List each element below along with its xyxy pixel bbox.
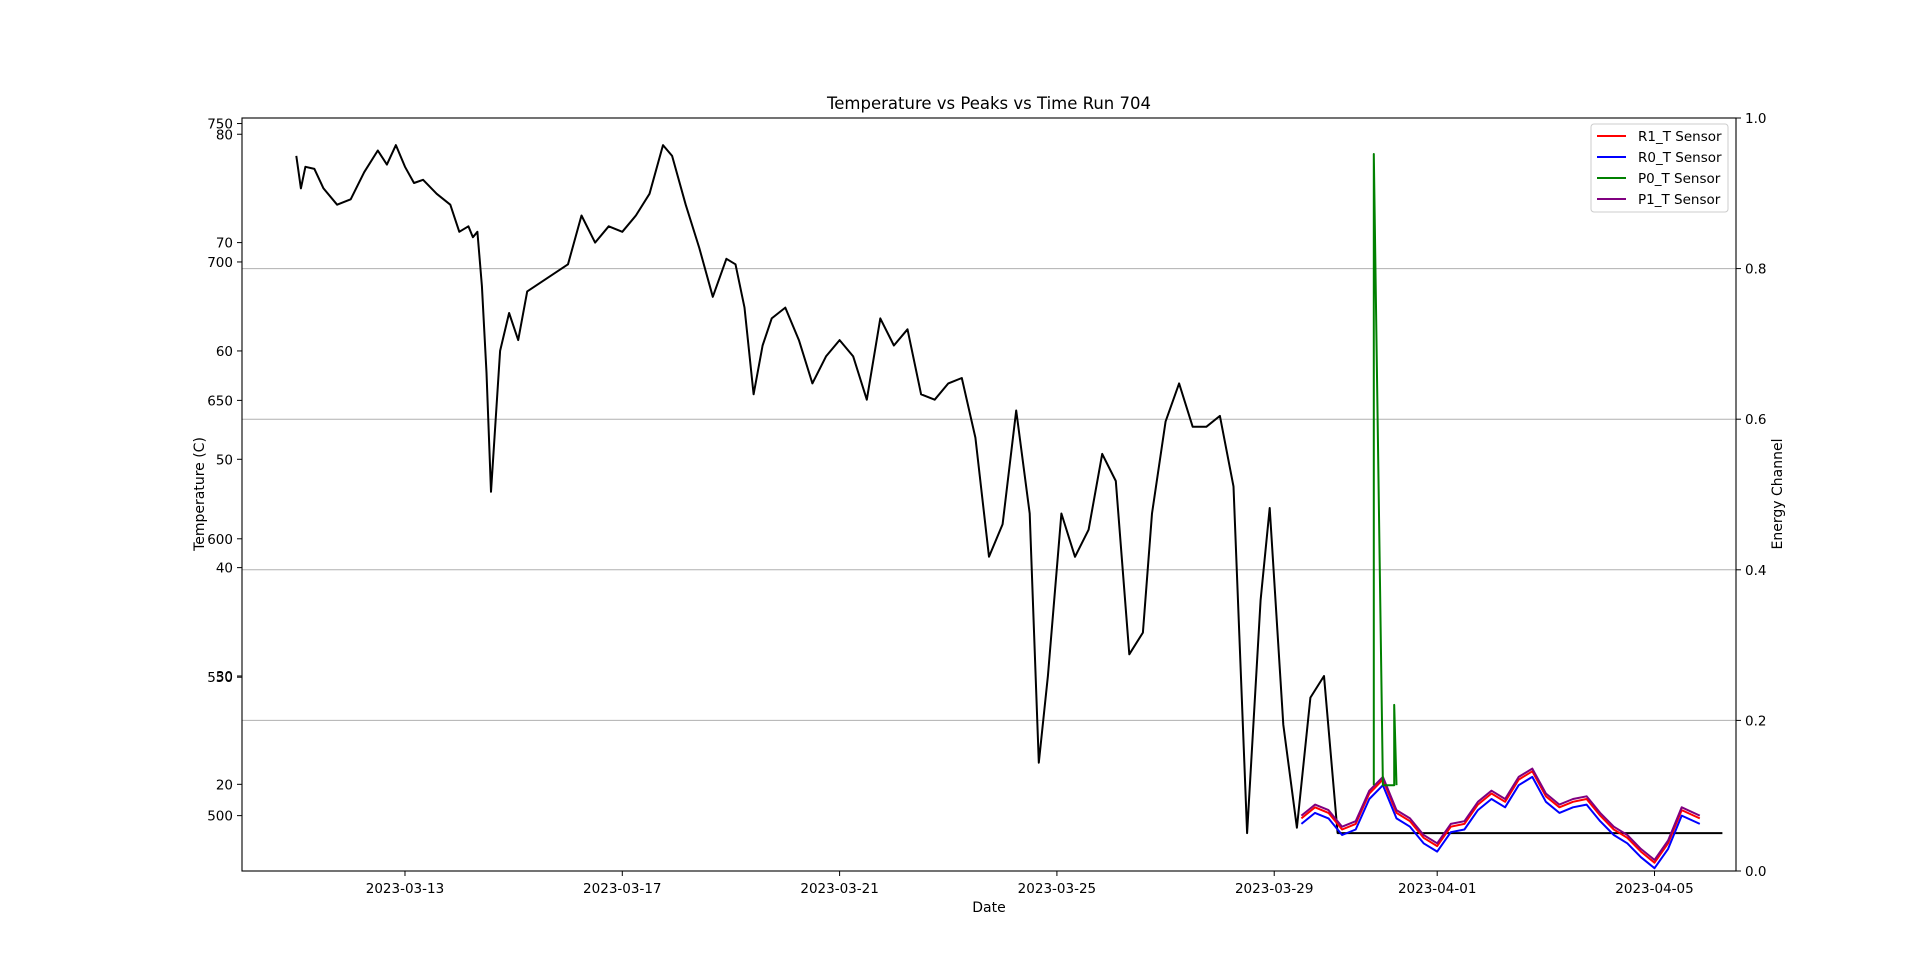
- y-temp-tick-label: 80: [216, 127, 233, 143]
- y-temp-tick-label: 40: [216, 561, 233, 577]
- y-peaks-tick-label: 600: [207, 532, 233, 548]
- y-right-tick-label: 0.2: [1745, 713, 1766, 729]
- y-right-tick-label: 1.0: [1745, 111, 1766, 127]
- legend-entry-p0: P0_T Sensor: [1638, 171, 1721, 187]
- x-tick-label: 2023-03-13: [366, 881, 444, 897]
- series-p0-line: [1372, 153, 1398, 787]
- plot-frame: [241, 117, 1737, 872]
- y-temp-tick-label: 20: [216, 777, 233, 793]
- legend-entry-p1: P1_T Sensor: [1638, 192, 1721, 208]
- x-tick-label: 2023-03-25: [1018, 881, 1096, 897]
- legend-box: [1590, 123, 1729, 213]
- legend-entry-r0: R0_T Sensor: [1638, 150, 1722, 166]
- y-right-tick-label: 0.4: [1745, 563, 1766, 579]
- x-tick-label: 2023-03-29: [1235, 881, 1313, 897]
- series-layer: [295, 144, 1723, 870]
- x-tick-label: 2023-03-17: [583, 881, 661, 897]
- series-p1-line: [1300, 767, 1701, 861]
- series-r0-line: [1300, 775, 1701, 870]
- chart-title: Temperature vs Peaks vs Time Run 704: [826, 94, 1151, 113]
- legend-entry-r1: R1_T Sensor: [1638, 129, 1722, 145]
- y-right-tick-label: 0.0: [1745, 864, 1766, 880]
- y-right-tick-label: 0.8: [1745, 262, 1766, 278]
- x-tick-label: 2023-03-21: [800, 881, 878, 897]
- right-axis-gridlines: [242, 268, 1736, 721]
- series-r1-line: [1300, 770, 1701, 864]
- y-temp-tick-label: 60: [216, 344, 233, 360]
- y-peaks-tick-label: 550: [207, 670, 233, 686]
- x-axis-label: Date: [972, 900, 1005, 916]
- y-axis-left-label: Temperature (C): [192, 437, 208, 552]
- axes-layer: 0.0 0.2 0.4 0.6 0.8 1.0 2023-03-13 2023-03-17 20…: [207, 111, 1766, 897]
- y-peaks-tick-label: 750: [207, 117, 233, 133]
- y-temp-tick-label: 50: [216, 452, 233, 468]
- y-temp-tick-label: 70: [216, 236, 233, 252]
- y-peaks-tick-label: 500: [207, 809, 233, 825]
- y-axis-right-label: Energy Channel: [1770, 439, 1786, 550]
- series-temperature-line: [295, 144, 1723, 835]
- x-tick-label: 2023-04-05: [1615, 881, 1693, 897]
- y-right-tick-label: 0.6: [1745, 412, 1766, 428]
- y-peaks-tick-label: 650: [207, 393, 233, 409]
- legend: R1_T Sensor R0_T Sensor P0_T Sensor P1_T…: [1590, 123, 1729, 213]
- y-temp-tick-label: 30: [216, 669, 233, 685]
- x-tick-label: 2023-04-01: [1398, 881, 1476, 897]
- y-peaks-tick-label: 700: [207, 255, 233, 271]
